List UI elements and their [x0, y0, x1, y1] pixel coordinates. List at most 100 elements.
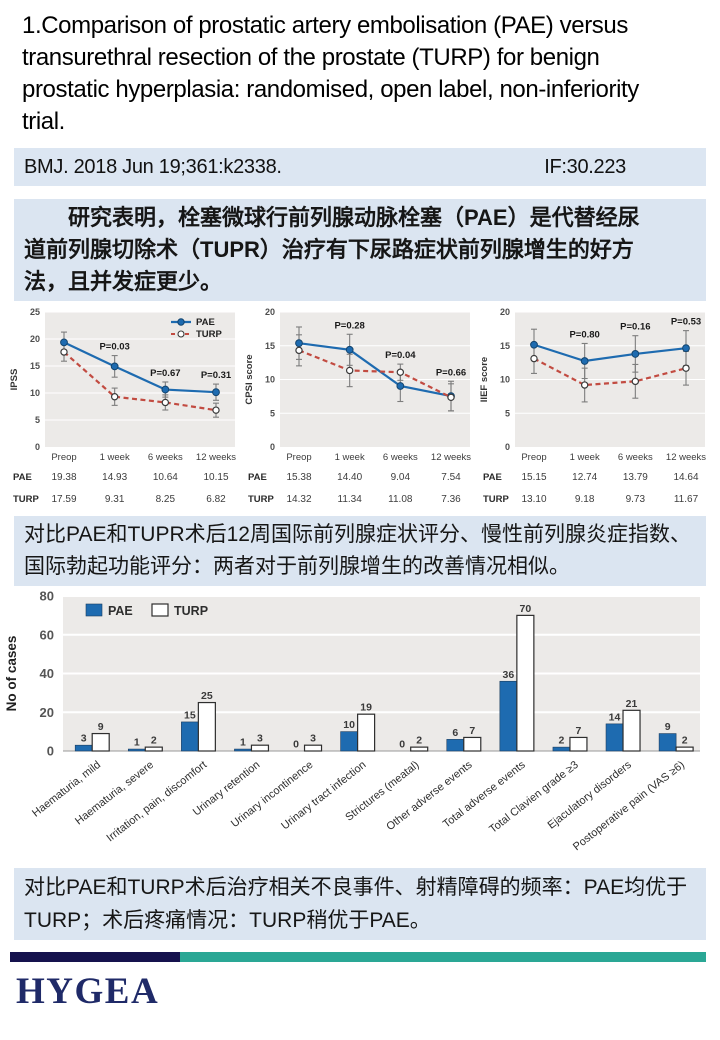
svg-text:80: 80 — [40, 589, 54, 604]
svg-text:1 week: 1 week — [100, 452, 130, 463]
svg-text:1: 1 — [134, 737, 140, 749]
svg-text:12.74: 12.74 — [572, 472, 597, 483]
svg-text:13.79: 13.79 — [623, 472, 648, 483]
svg-text:0: 0 — [35, 442, 40, 452]
page-title: 1.Comparison of prostatic artery embolis… — [22, 12, 639, 135]
svg-text:0: 0 — [293, 739, 299, 751]
svg-text:No of cases: No of cases — [4, 636, 19, 712]
svg-text:Preop: Preop — [521, 452, 546, 463]
svg-text:9.04: 9.04 — [391, 472, 411, 483]
svg-text:Other adverse events: Other adverse events — [384, 759, 475, 834]
svg-text:Preop: Preop — [286, 452, 311, 463]
svg-text:19: 19 — [360, 702, 372, 714]
svg-text:0: 0 — [505, 442, 510, 452]
svg-text:TURP: TURP — [483, 494, 510, 505]
svg-text:9.18: 9.18 — [575, 494, 595, 505]
svg-text:1: 1 — [240, 737, 246, 749]
svg-text:CPSI score: CPSI score — [244, 354, 255, 404]
svg-text:7: 7 — [469, 725, 475, 737]
svg-text:3: 3 — [81, 733, 87, 745]
svg-text:2: 2 — [559, 735, 565, 747]
svg-text:10: 10 — [343, 719, 355, 731]
footer-divider — [10, 952, 706, 962]
svg-text:15: 15 — [500, 341, 510, 351]
svg-text:9.73: 9.73 — [626, 494, 646, 505]
svg-text:20: 20 — [265, 307, 275, 317]
ipss-chart: 0 5 10 15 20 25 IPSS P=0.03 P=0.67 P=0.31 PAE TURP P… — [8, 300, 242, 516]
svg-text:9.31: 9.31 — [105, 494, 125, 505]
svg-text:14: 14 — [609, 711, 621, 723]
svg-text:15: 15 — [30, 361, 40, 371]
svg-text:TURP: TURP — [196, 329, 223, 340]
svg-text:7.54: 7.54 — [441, 472, 461, 483]
svg-text:P=0.66: P=0.66 — [436, 367, 466, 378]
svg-text:14.40: 14.40 — [337, 472, 362, 483]
svg-text:PAE: PAE — [483, 472, 502, 483]
svg-text:10: 10 — [500, 375, 510, 385]
svg-text:20: 20 — [500, 307, 510, 317]
svg-text:Preop: Preop — [51, 452, 76, 463]
svg-text:7: 7 — [576, 725, 582, 737]
summary-top: 研究表明，栓塞微球行前列腺动脉栓塞（PAE）是代替经尿 道前列腺切除术（TUPR… — [14, 199, 706, 301]
svg-text:P=0.04: P=0.04 — [385, 350, 416, 361]
svg-text:P=0.67: P=0.67 — [150, 368, 180, 379]
svg-text:0: 0 — [270, 442, 275, 452]
svg-text:20: 20 — [30, 334, 40, 344]
svg-text:15: 15 — [265, 341, 275, 351]
svg-text:0: 0 — [47, 744, 54, 759]
adverse-events-chart: 0 20 40 60 80 No of cases 3 9 Haematuria, mild 1 2… — [0, 588, 720, 866]
hygea-logo: HYGEA — [16, 971, 160, 1012]
svg-text:25: 25 — [30, 307, 40, 317]
svg-text:12 weeks: 12 weeks — [196, 452, 236, 463]
svg-text:TURP: TURP — [248, 494, 275, 505]
svg-text:P=0.28: P=0.28 — [334, 320, 364, 331]
svg-text:14.93: 14.93 — [102, 472, 127, 483]
svg-text:IPSS: IPSS — [9, 369, 20, 391]
svg-text:10.64: 10.64 — [153, 472, 178, 483]
svg-text:IIEF score: IIEF score — [479, 357, 490, 402]
svg-text:6 weeks: 6 weeks — [148, 452, 183, 463]
svg-text:TURP: TURP — [13, 494, 40, 505]
svg-text:1 week: 1 week — [570, 452, 600, 463]
svg-text:15.15: 15.15 — [521, 472, 546, 483]
svg-text:1 week: 1 week — [335, 452, 365, 463]
svg-text:5: 5 — [270, 408, 275, 418]
svg-text:11.34: 11.34 — [338, 494, 363, 505]
svg-text:8.25: 8.25 — [156, 494, 176, 505]
svg-text:7.36: 7.36 — [441, 494, 461, 505]
svg-text:6: 6 — [452, 727, 458, 739]
svg-text:6 weeks: 6 weeks — [618, 452, 653, 463]
svg-text:19.38: 19.38 — [51, 472, 76, 483]
svg-text:14.32: 14.32 — [286, 494, 311, 505]
svg-text:40: 40 — [40, 666, 54, 681]
divider-teal-segment — [180, 952, 706, 962]
line-chart-svg: 0 5 10 15 20 CPSI score P=0.28 P=0.04 P=0.66 Preo… — [244, 307, 471, 505]
svg-text:PAE: PAE — [196, 317, 215, 328]
svg-text:PAE: PAE — [13, 472, 32, 483]
svg-text:9: 9 — [665, 721, 671, 733]
svg-text:21: 21 — [626, 698, 638, 710]
svg-text:17.59: 17.59 — [51, 494, 76, 505]
line-charts-row: 0 5 10 15 20 25 IPSS P=0.03 P=0.67 P=0.31 PAE TURP P… — [8, 300, 714, 516]
svg-text:3: 3 — [257, 733, 263, 745]
svg-text:6.82: 6.82 — [206, 494, 226, 505]
svg-text:10: 10 — [265, 375, 275, 385]
svg-text:11.67: 11.67 — [674, 494, 699, 505]
svg-text:9: 9 — [98, 721, 104, 733]
svg-text:Irritation, pain, discomfort: Irritation, pain, discomfort — [105, 759, 210, 844]
svg-text:2: 2 — [682, 735, 688, 747]
svg-text:10.15: 10.15 — [203, 472, 228, 483]
svg-text:25: 25 — [201, 690, 213, 702]
svg-text:Total Clavien grade ≥3: Total Clavien grade ≥3 — [487, 759, 581, 836]
svg-text:3: 3 — [310, 733, 316, 745]
svg-text:P=0.53: P=0.53 — [671, 317, 701, 328]
svg-text:13.10: 13.10 — [521, 494, 546, 505]
divider-navy-segment — [10, 952, 180, 962]
svg-text:15: 15 — [184, 709, 196, 721]
svg-text:60: 60 — [40, 627, 54, 642]
svg-text:5: 5 — [505, 408, 510, 418]
svg-text:TURP: TURP — [174, 604, 208, 618]
